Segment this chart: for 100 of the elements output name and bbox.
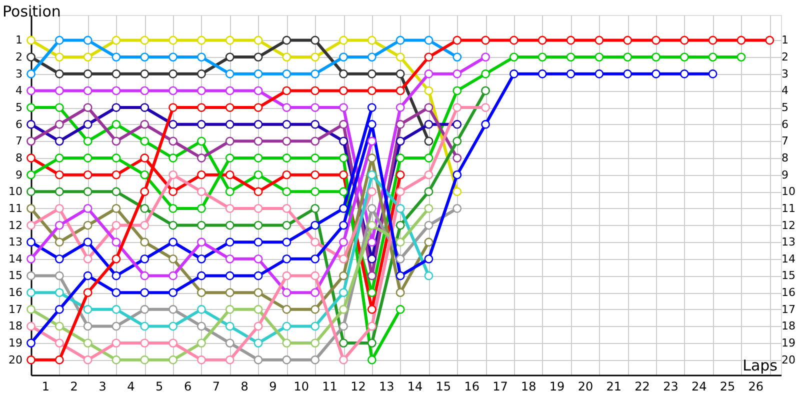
y2-tick-label: 11 (782, 202, 796, 215)
point (26, 120, 36, 129)
point (168, 187, 178, 196)
point (339, 36, 348, 45)
point (112, 86, 121, 96)
y-tick-label: 6 (16, 118, 22, 131)
point (367, 304, 376, 314)
y2-tick-label: 2 (782, 50, 788, 64)
y-tick-label: 8 (16, 151, 22, 164)
point (196, 170, 206, 180)
point (83, 322, 92, 331)
point (140, 36, 150, 45)
point (83, 204, 92, 213)
point (26, 170, 36, 180)
point (282, 36, 292, 45)
point (26, 322, 36, 331)
y-tick-label: 16 (8, 286, 22, 300)
x-tick-label: 8 (240, 380, 248, 394)
point (310, 271, 320, 280)
point (168, 204, 178, 213)
point (396, 288, 405, 298)
point (339, 86, 348, 96)
y2-tick-label: 14 (782, 252, 796, 266)
point (168, 69, 178, 78)
point (452, 136, 462, 146)
y2-tick-label: 3 (782, 67, 788, 80)
x-tick-label: 18 (521, 380, 536, 394)
point (196, 288, 206, 298)
point (254, 338, 263, 348)
point (26, 136, 36, 146)
x-tick-label: 6 (184, 380, 192, 394)
y-tick-label: 12 (8, 218, 22, 232)
point (282, 304, 292, 314)
point (112, 136, 121, 146)
point (112, 120, 121, 129)
point (83, 220, 92, 230)
point (310, 304, 320, 314)
point (339, 220, 348, 230)
point (26, 238, 36, 247)
point (112, 238, 121, 247)
point (83, 69, 92, 78)
point (594, 36, 604, 45)
point (339, 355, 348, 364)
point (367, 36, 376, 45)
point (140, 322, 150, 331)
point (538, 69, 547, 78)
point (396, 86, 405, 96)
point (736, 52, 746, 62)
point (83, 254, 92, 264)
x-tick-label: 24 (691, 380, 707, 394)
y2-tick-label: 9 (782, 168, 788, 182)
x-tick-label: 26 (748, 380, 764, 394)
y-tick-label: 9 (16, 168, 22, 182)
point (83, 154, 92, 162)
point (367, 288, 376, 298)
x-tick-label: 14 (407, 380, 423, 394)
point (367, 120, 376, 129)
y-tick-label: 5 (16, 101, 22, 114)
point (481, 52, 490, 62)
point (83, 187, 92, 196)
point (481, 36, 490, 45)
y2-tick-label: 6 (782, 118, 788, 131)
point (168, 170, 178, 180)
y2-tick-label: 1 (782, 34, 788, 47)
y-tick-label: 17 (8, 302, 22, 316)
point (424, 52, 434, 62)
point (254, 103, 263, 112)
point (452, 103, 462, 112)
point (509, 36, 518, 45)
point (310, 355, 320, 364)
point (282, 52, 292, 62)
point (509, 69, 518, 78)
x-axis-title: Laps (742, 356, 778, 374)
point (225, 338, 234, 348)
point (140, 52, 150, 62)
point (196, 103, 206, 112)
x-tick-label: 10 (294, 380, 310, 394)
point (282, 355, 292, 364)
point (282, 238, 292, 247)
y2-tick-label: 13 (782, 236, 796, 249)
point (112, 69, 121, 78)
point (452, 170, 462, 180)
point (254, 52, 263, 62)
x-tick-label: 9 (269, 380, 277, 394)
point (254, 254, 263, 264)
point (652, 36, 660, 45)
point (396, 271, 405, 280)
point (339, 120, 348, 129)
point (225, 170, 234, 180)
point (112, 254, 121, 264)
point (566, 36, 576, 45)
point (196, 304, 206, 314)
x-tick-label: 13 (378, 380, 394, 394)
point (168, 154, 178, 162)
point (310, 136, 320, 146)
point (680, 36, 689, 45)
point (54, 103, 64, 112)
point (339, 304, 348, 314)
point (54, 322, 64, 331)
point (566, 52, 576, 62)
